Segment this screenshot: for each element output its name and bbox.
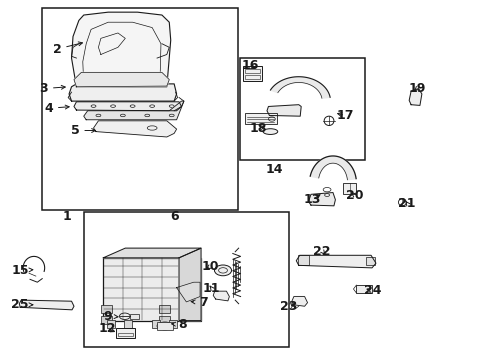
Text: 4: 4 [44,102,69,115]
Bar [343,183,356,194]
Text: 10: 10 [202,260,220,273]
Text: 11: 11 [203,282,220,295]
Bar [103,258,201,320]
Polygon shape [19,300,74,310]
Text: 2: 2 [52,42,82,55]
Polygon shape [69,84,176,101]
Bar [124,320,132,328]
Bar [245,113,277,124]
Polygon shape [296,255,376,268]
Bar [116,328,135,338]
Bar [169,320,176,328]
Bar [356,285,372,293]
Ellipse shape [120,313,130,319]
Polygon shape [309,193,335,206]
Polygon shape [176,282,200,302]
Bar [84,212,289,347]
Bar [159,316,170,324]
Bar [130,314,139,319]
Bar [118,333,133,336]
Polygon shape [74,72,169,87]
Polygon shape [310,156,356,180]
Polygon shape [409,89,422,105]
Polygon shape [267,105,301,116]
Text: 22: 22 [314,244,331,257]
Ellipse shape [157,322,172,330]
Text: 13: 13 [304,193,321,206]
Bar [152,320,160,328]
Text: 5: 5 [71,124,96,137]
Text: 9: 9 [103,310,118,323]
Bar [157,322,172,330]
Bar [240,58,365,160]
Polygon shape [72,12,171,87]
Polygon shape [94,121,176,137]
Polygon shape [84,101,184,120]
Text: 23: 23 [280,300,297,313]
Ellipse shape [263,129,278,134]
Text: 17: 17 [337,109,354,122]
Bar [107,320,115,328]
Text: 15: 15 [11,264,33,277]
Text: 16: 16 [241,59,259,72]
Text: 18: 18 [249,122,267,135]
Polygon shape [213,291,229,301]
Bar [298,255,309,265]
Text: 14: 14 [266,163,283,176]
Polygon shape [179,248,201,320]
Text: 1: 1 [62,210,71,223]
Text: 7: 7 [191,296,208,309]
Text: 8: 8 [172,318,187,331]
Bar [159,305,170,313]
Bar [245,75,260,79]
Bar [245,66,253,68]
Polygon shape [74,102,181,111]
Polygon shape [270,77,330,98]
Text: 3: 3 [39,82,65,95]
Bar [101,316,112,324]
Bar [245,69,260,73]
Ellipse shape [215,265,232,276]
Bar [101,305,112,313]
Text: 25: 25 [11,298,33,311]
Text: 12: 12 [98,322,116,335]
Bar [243,66,262,81]
Text: 21: 21 [398,197,416,210]
Polygon shape [103,248,201,258]
Bar [366,257,375,265]
Text: 6: 6 [170,210,178,223]
Text: 20: 20 [346,189,363,202]
Text: 19: 19 [408,82,426,95]
Bar [42,8,238,211]
Text: 24: 24 [364,284,382,297]
Polygon shape [292,297,308,306]
